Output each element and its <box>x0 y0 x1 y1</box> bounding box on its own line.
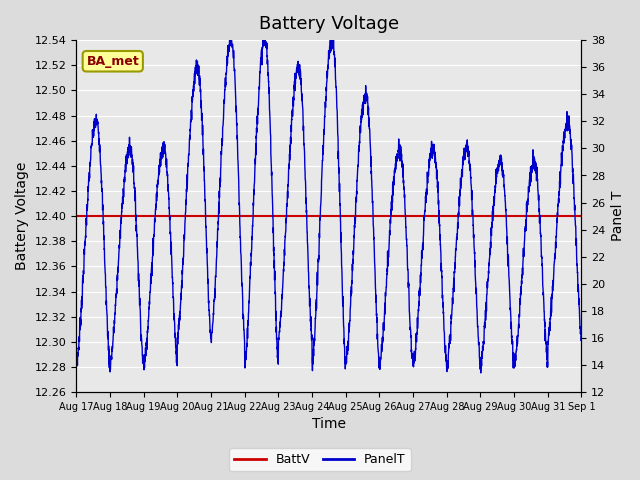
Legend: BattV, PanelT: BattV, PanelT <box>229 448 411 471</box>
Title: Battery Voltage: Battery Voltage <box>259 15 399 33</box>
Y-axis label: Panel T: Panel T <box>611 191 625 241</box>
Text: BA_met: BA_met <box>86 55 139 68</box>
Y-axis label: Battery Voltage: Battery Voltage <box>15 162 29 270</box>
X-axis label: Time: Time <box>312 418 346 432</box>
